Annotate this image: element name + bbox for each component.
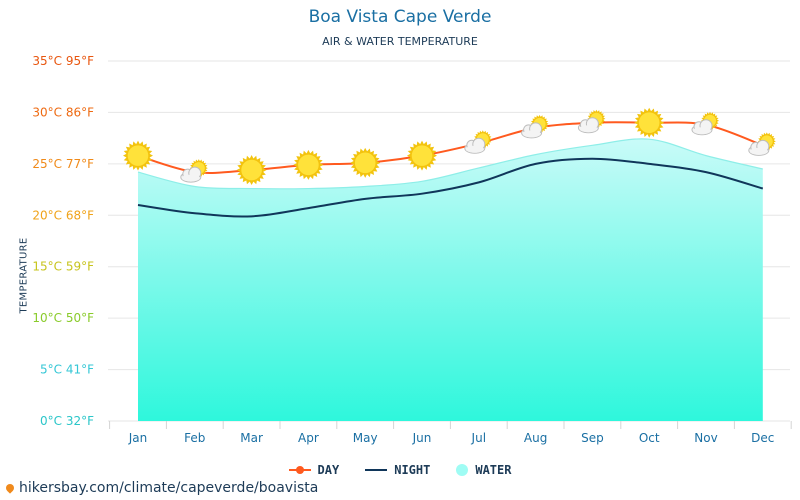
x-tick-label: Jul	[471, 431, 486, 445]
y-tick-label: 20°C 68°F	[32, 208, 94, 222]
sun-icon	[634, 107, 665, 138]
x-tick-label: Mar	[240, 431, 263, 445]
x-tick-label: Jan	[128, 431, 148, 445]
cloud-fill	[465, 145, 484, 153]
x-tick-label: May	[353, 431, 378, 445]
y-tick-label: 0°C 32°F	[40, 414, 94, 428]
sun-disc	[126, 144, 150, 167]
sun-icon	[236, 155, 267, 186]
sun-disc	[297, 153, 320, 177]
temperature-chart: 0°C 32°F 5°C 41°F 10°C 50°F 15°C 59°F 20°C 6…	[32, 54, 792, 445]
legend-day-label: DAY	[317, 463, 340, 477]
y-tick-label: 25°C 77°F	[32, 157, 94, 171]
x-tick-label: Sep	[581, 431, 604, 445]
x-tick-label: Nov	[694, 431, 717, 445]
legend-water-label: WATER	[475, 463, 512, 477]
y-tick-label: 35°C 95°F	[32, 54, 94, 68]
y-tick-label: 5°C 41°F	[40, 363, 94, 377]
chart-subtitle: AIR & WATER TEMPERATURE	[322, 35, 478, 48]
x-tick-label: Jun	[412, 431, 432, 445]
sun-disc	[353, 151, 377, 175]
x-tick-label: Oct	[639, 431, 660, 445]
cloud-fill	[693, 127, 711, 135]
x-tick-label: Dec	[751, 431, 774, 445]
legend-night[interactable]: NIGHT	[365, 463, 430, 477]
y-tick-label: 10°C 50°F	[32, 311, 94, 325]
partly-cloudy-icon	[577, 109, 606, 134]
sun-icon	[123, 140, 153, 171]
night-line	[137, 157, 764, 218]
cloud-fill	[579, 125, 598, 133]
partly-cloudy-icon	[464, 130, 492, 154]
chart-title: Boa Vista Cape Verde	[308, 7, 492, 27]
x-tick-label: Apr	[298, 431, 319, 445]
sun-icon	[293, 149, 324, 180]
legend-day[interactable]: DAY	[288, 463, 340, 477]
legend-water-marker	[456, 464, 469, 476]
source-url: hikersbay.com/climate/capeverde/boavista	[19, 480, 319, 496]
legend-night-marker	[365, 469, 388, 471]
water-line	[137, 138, 763, 190]
partly-cloudy-icon	[748, 132, 776, 156]
sun-disc	[637, 111, 661, 135]
legend-night-label: NIGHT	[394, 463, 431, 477]
x-tick-label: Aug	[524, 431, 547, 445]
partly-cloudy-icon	[521, 114, 549, 139]
partly-cloudy-icon	[180, 159, 208, 183]
water-area	[138, 138, 763, 421]
legend-water[interactable]: WATER	[456, 463, 511, 477]
source-link[interactable]: hikersbay.com/climate/capeverde/boavista	[4, 480, 318, 496]
y-tick-label: 30°C 86°F	[32, 105, 94, 119]
x-tick-label: Feb	[184, 431, 205, 445]
legend: DAY NIGHT WATER	[0, 463, 800, 477]
cloud-fill	[181, 174, 200, 182]
location-pin-icon	[4, 482, 16, 494]
cloud-fill	[522, 130, 541, 138]
sun-disc	[410, 144, 434, 167]
sun-disc	[240, 158, 263, 182]
partly-cloudy-icon	[691, 111, 719, 136]
legend-day-marker	[288, 464, 311, 476]
sun-icon	[350, 147, 381, 178]
cloud-fill	[749, 147, 768, 155]
y-tick-label: 15°C 59°F	[32, 260, 94, 274]
sun-icon	[407, 140, 437, 171]
